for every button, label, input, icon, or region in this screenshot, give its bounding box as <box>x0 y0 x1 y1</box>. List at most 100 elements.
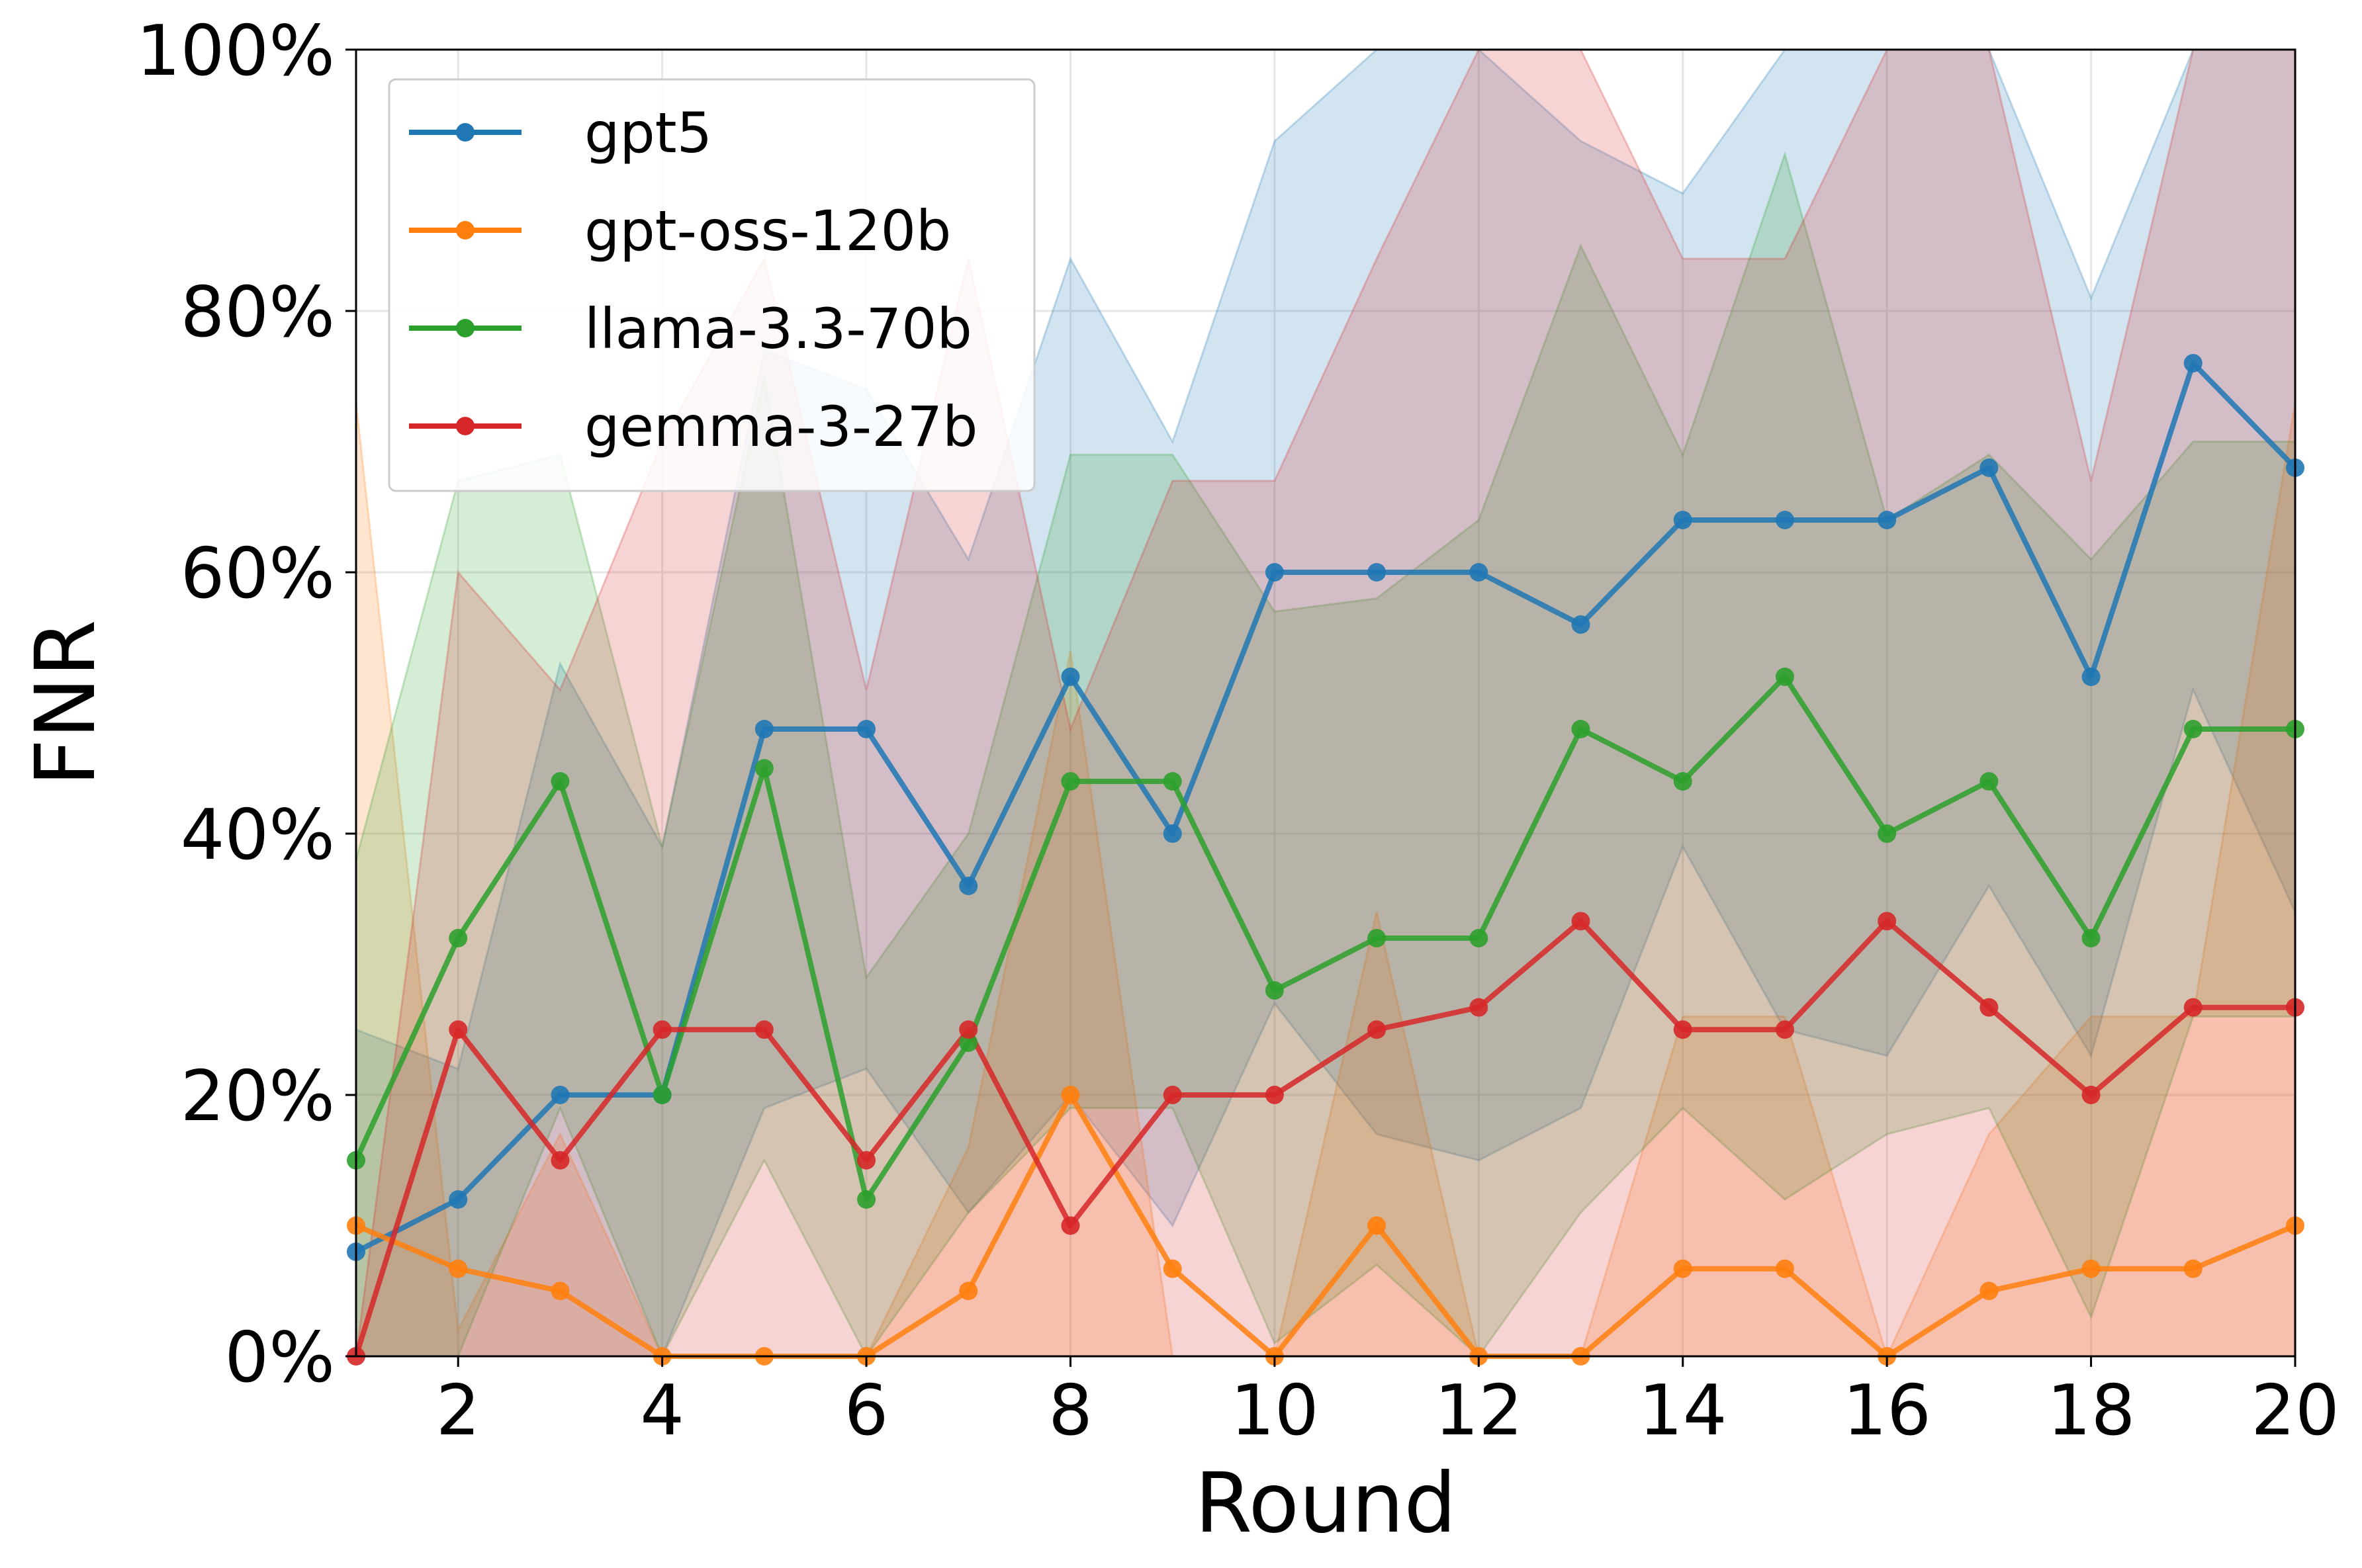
data-point-llama-3.3-70b <box>653 1086 672 1104</box>
legend-label-gpt-oss-120b: gpt-oss-120b <box>584 198 951 263</box>
data-point-gemma-3-27b <box>1469 998 1488 1017</box>
data-point-gpt-oss-120b <box>1775 1259 1794 1278</box>
axis-ticks: 2 4 6 8 10 12 14 16 18 20 0% 20% 40% 60% 80% 100% <box>136 11 2339 1451</box>
data-point-llama-3.3-70b <box>2081 929 2101 947</box>
x-tick-label: 20 <box>2251 1370 2339 1451</box>
y-axis-title: FNR <box>18 619 114 786</box>
data-point-gpt-oss-120b <box>1061 1086 1080 1104</box>
legend-swatch-marker-gpt-oss-120b <box>456 221 475 240</box>
data-point-gpt5 <box>1878 511 1897 529</box>
series-line-llama-3.3-70b <box>353 674 2295 1202</box>
data-point-gemma-3-27b <box>551 1151 570 1170</box>
data-point-gpt5 <box>1163 824 1182 843</box>
data-point-gpt-oss-120b <box>1163 1259 1182 1278</box>
x-tick-label: 16 <box>1842 1370 1931 1451</box>
x-tick-label: 4 <box>640 1370 684 1451</box>
data-point-gpt5 <box>551 1086 570 1104</box>
x-tick-label: 18 <box>2047 1370 2136 1451</box>
legend: gpt5 gpt-oss-120b llama-3.3-70b gemma-3-27b <box>388 78 1036 492</box>
data-point-llama-3.3-70b <box>1367 929 1386 947</box>
data-point-llama-3.3-70b <box>2183 720 2203 738</box>
y-tick-label: 40% <box>181 795 335 875</box>
x-tick-label: 2 <box>436 1370 480 1451</box>
legend-swatch-marker-llama-3.3-70b <box>456 319 475 337</box>
data-point-gpt-oss-120b <box>449 1259 468 1278</box>
data-point-gemma-3-27b <box>1061 1216 1080 1235</box>
y-tick-label: 20% <box>181 1056 335 1137</box>
legend-swatch-marker-gpt5 <box>456 123 475 142</box>
data-point-llama-3.3-70b <box>1571 720 1590 738</box>
data-point-gemma-3-27b <box>2183 998 2203 1017</box>
legend-label-llama-3.3-70b: llama-3.3-70b <box>584 296 972 361</box>
legend-label-gemma-3-27b: gemma-3-27b <box>584 394 977 459</box>
data-point-llama-3.3-70b <box>1163 772 1182 791</box>
confidence-band-llama-3.3-70b <box>356 150 2295 1356</box>
data-point-llama-3.3-70b <box>1979 772 1999 791</box>
data-point-gpt5 <box>754 720 774 738</box>
data-point-llama-3.3-70b <box>1469 929 1488 947</box>
legend-box <box>388 78 1036 492</box>
data-point-llama-3.3-70b <box>754 759 774 778</box>
series-line-gemma-3-27b <box>353 918 2295 1358</box>
x-tick-label: 14 <box>1639 1370 1727 1451</box>
data-point-llama-3.3-70b <box>551 772 570 791</box>
data-point-gemma-3-27b <box>2081 1086 2101 1104</box>
data-point-gemma-3-27b <box>653 1020 672 1039</box>
data-point-gpt5 <box>1265 563 1284 582</box>
data-point-gpt5 <box>857 720 876 738</box>
x-tick-label: 6 <box>844 1370 889 1451</box>
x-axis-title: Round <box>1195 1456 1457 1551</box>
confidence-band-gpt-oss-120b <box>356 402 2295 1356</box>
x-tick-label: 8 <box>1048 1370 1093 1451</box>
data-point-gemma-3-27b <box>1571 912 1590 931</box>
data-point-gpt5 <box>2081 668 2101 686</box>
data-point-gpt5 <box>1061 668 1080 686</box>
data-point-gemma-3-27b <box>449 1020 468 1039</box>
data-point-gemma-3-27b <box>959 1020 978 1039</box>
plot-frame <box>355 48 2296 1358</box>
data-point-gemma-3-27b <box>1979 998 1999 1017</box>
y-tick-label: 80% <box>181 272 335 353</box>
data-point-gemma-3-27b <box>754 1020 774 1039</box>
data-point-llama-3.3-70b <box>857 1190 876 1209</box>
data-point-gpt5 <box>1673 511 1692 529</box>
legend-swatch-marker-gemma-3-27b <box>456 417 475 435</box>
series-markers <box>347 354 2304 1366</box>
y-tick-label: 60% <box>181 533 335 614</box>
data-point-llama-3.3-70b <box>1265 981 1284 1000</box>
data-point-gemma-3-27b <box>1265 1086 1284 1104</box>
data-point-gpt5 <box>2183 354 2203 372</box>
data-point-gemma-3-27b <box>1673 1020 1692 1039</box>
data-point-gemma-3-27b <box>1878 912 1897 931</box>
legend-label-gpt5: gpt5 <box>584 101 712 165</box>
confidence-band-gpt5 <box>356 50 2295 1356</box>
data-point-gpt5 <box>1775 511 1794 529</box>
data-point-llama-3.3-70b <box>1878 824 1897 843</box>
data-point-gpt-oss-120b <box>1367 1216 1386 1235</box>
y-tick-label: 0% <box>224 1317 335 1398</box>
data-point-llama-3.3-70b <box>1061 772 1080 791</box>
data-point-llama-3.3-70b <box>1775 668 1794 686</box>
data-point-llama-3.3-70b <box>1673 772 1692 791</box>
confidence-bands <box>356 50 2295 1356</box>
x-tick-label: 12 <box>1435 1370 1523 1451</box>
data-point-gemma-3-27b <box>857 1151 876 1170</box>
data-point-gemma-3-27b <box>1163 1086 1182 1104</box>
data-point-gpt-oss-120b <box>1673 1259 1692 1278</box>
data-point-gpt5 <box>1979 458 1999 477</box>
data-point-gpt-oss-120b <box>1979 1282 1999 1301</box>
data-point-gpt-oss-120b <box>2183 1259 2203 1278</box>
data-point-gpt5 <box>959 877 978 895</box>
data-point-gemma-3-27b <box>1775 1020 1794 1039</box>
data-point-gpt-oss-120b <box>959 1282 978 1301</box>
data-point-gpt5 <box>1469 563 1488 582</box>
data-point-gpt-oss-120b <box>2081 1259 2101 1278</box>
data-point-llama-3.3-70b <box>449 929 468 947</box>
x-tick-label: 10 <box>1230 1370 1319 1451</box>
data-point-gemma-3-27b <box>1367 1020 1386 1039</box>
data-point-llama-3.3-70b <box>959 1033 978 1052</box>
data-point-gpt5 <box>1571 615 1590 634</box>
data-point-gpt5 <box>1367 563 1386 582</box>
data-point-gpt-oss-120b <box>551 1282 570 1301</box>
